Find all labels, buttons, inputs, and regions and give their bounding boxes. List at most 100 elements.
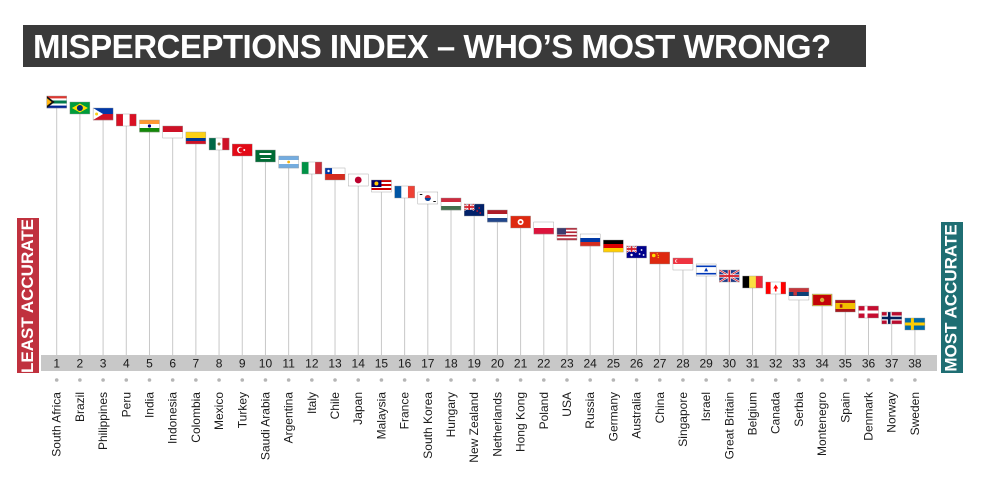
country-label: Hungary [444,392,458,437]
country-label: Netherlands [490,392,504,457]
country-label: Australia [630,392,644,439]
tick-dot [333,378,337,382]
rank-label: 8 [216,357,223,371]
tick-dot [101,378,105,382]
rank-label: 37 [885,357,899,371]
turkey-flag-icon [232,143,253,157]
tick-dot [797,378,801,382]
rank-label: 33 [792,357,806,371]
country-label: Montenegro [815,392,829,456]
montenegro-flag-icon [811,293,833,307]
tick-dot [356,378,361,382]
tick-dot [843,378,848,382]
spain-flag-icon [835,299,856,313]
rank-label: 30 [723,357,737,371]
country-label: Poland [537,392,551,429]
tick-dot [889,378,894,382]
south-korea-flag-icon [417,191,439,205]
south-africa-flag-icon [46,95,67,109]
tick-dot [773,378,778,382]
norway-flag-icon [881,311,902,325]
usa-flag-icon [556,227,578,241]
tick-dot [310,378,314,382]
country-label: Chile [328,392,342,420]
country-label: Belgium [746,392,760,435]
new-zealand-flag-icon [463,203,485,217]
netherlands-flag-icon [487,209,508,223]
tick-dot [866,378,871,382]
rank-label: 5 [146,357,153,371]
rank-label: 36 [862,357,876,371]
country-label: Indonesia [166,392,180,444]
tick-dot [704,378,708,382]
tick-dot [286,378,291,382]
colombia-flag-icon [185,131,207,145]
rank-label: 24 [583,357,597,371]
rank-label: 38 [908,357,922,371]
country-label: Saudi Arabia [258,392,272,460]
belgium-flag-icon [742,275,763,289]
australia-flag-icon [626,245,647,259]
country-label: Germany [606,392,620,441]
country-label: Colombia [189,392,203,443]
country-label: South Africa [50,392,64,457]
country-label: France [398,392,412,430]
country-label: Serbia [792,392,806,427]
tick-dot [913,378,917,382]
israel-flag-icon [695,263,717,277]
denmark-flag-icon [858,305,879,319]
country-label: Israel [699,392,713,421]
rank-label: 18 [444,357,458,371]
rank-label: 12 [305,357,319,371]
tick-dot [379,378,384,382]
rank-label: 9 [239,357,246,371]
tick-dot [402,378,407,382]
hungary-flag-icon [440,197,462,211]
country-label: Philippines [96,392,110,450]
tick-dot [263,378,268,382]
rank-label: 3 [100,357,107,371]
rank-label: 26 [630,357,644,371]
tick-dot [750,378,755,382]
page-title: MISPERCEPTIONS INDEX – WHO’S MOST WRONG? [33,28,831,65]
country-label: Sweden [908,392,922,435]
argentina-flag-icon [278,155,299,169]
russia-flag-icon [579,233,601,247]
tick-dot [565,378,569,382]
poland-flag-icon [533,221,554,235]
tick-dot [147,378,152,382]
country-label: China [653,392,667,424]
country-label: South Korea [421,392,435,459]
germany-flag-icon [603,239,624,253]
country-label: USA [560,392,574,417]
rank-label: 15 [375,357,389,371]
rank-label: 1 [53,357,60,371]
country-label: Canada [769,392,783,434]
country-label: Denmark [862,391,876,441]
rank-label: 2 [77,357,84,371]
rank-label: 17 [421,357,435,371]
country-label: Turkey [235,392,249,428]
rank-label: 4 [123,357,130,371]
country-label: Great Britain [722,392,736,459]
tick-dot [634,378,639,382]
rank-label: 27 [653,357,667,371]
country-label: New Zealand [467,392,481,463]
chile-flag-icon [324,167,346,181]
japan-flag-icon [348,173,369,187]
tick-dot [588,378,592,382]
rank-label: 29 [699,357,713,371]
country-label: Japan [351,392,365,425]
country-label: Italy [305,392,319,414]
tick-dot [472,378,477,382]
italy-flag-icon [301,161,323,175]
least-accurate-label: LEAST ACCURATE [17,218,39,373]
tick-dot [217,378,221,382]
country-label: Russia [583,392,597,429]
rank-label: 7 [193,357,200,371]
country-label: Peru [119,392,133,417]
philippines-flag-icon [92,107,114,121]
mexico-flag-icon [208,137,230,151]
canada-flag-icon [765,281,786,295]
malaysia-flag-icon [371,179,392,193]
